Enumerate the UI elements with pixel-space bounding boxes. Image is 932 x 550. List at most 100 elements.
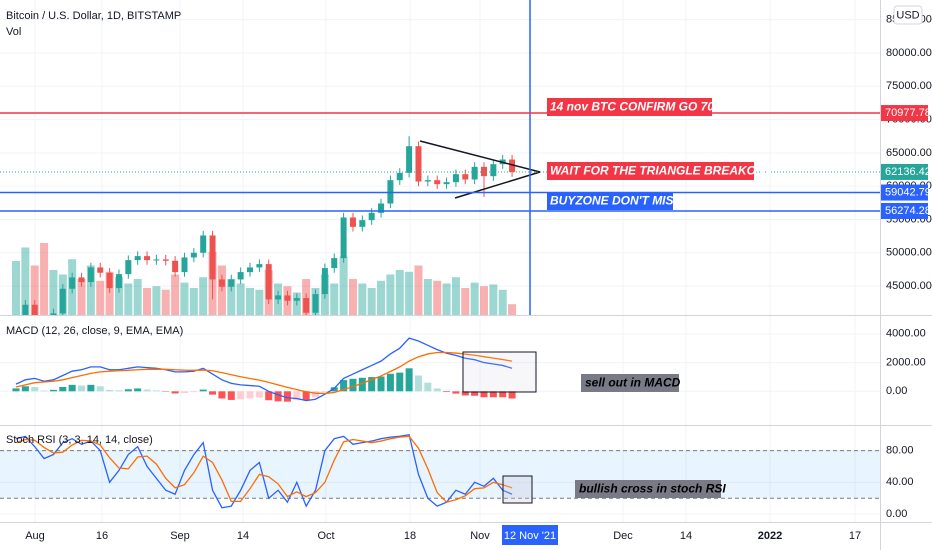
- candle-body: [13, 319, 19, 322]
- volume-bar: [49, 270, 58, 315]
- macd-histogram-bar: [358, 377, 366, 392]
- x-tick-label: 14: [680, 530, 692, 542]
- volume-bar: [171, 274, 180, 315]
- macd-histogram-bar: [377, 376, 385, 392]
- macd-histogram-bar: [321, 391, 329, 393]
- volume-bar: [451, 277, 460, 315]
- volume-bar: [189, 288, 198, 315]
- annotation-box: [547, 98, 712, 116]
- candle-body: [209, 235, 216, 280]
- annotation-box: [547, 162, 754, 180]
- x-tick-label: Nov: [470, 530, 490, 542]
- stoch-box: [502, 475, 533, 504]
- candle-body: [443, 182, 450, 185]
- volume-bar: [498, 289, 507, 315]
- macd-histogram-bar: [209, 391, 217, 395]
- volume-bar: [227, 279, 236, 315]
- candle-body: [424, 180, 431, 182]
- macd-histogram-bar: [96, 386, 104, 392]
- macd-histogram-bar: [21, 386, 29, 392]
- y-tick-label: 4000.00: [886, 328, 926, 340]
- x-tick-label: 14: [237, 530, 249, 542]
- symbol-title: Bitcoin / U.S. Dollar, 1D, BITSTAMP: [6, 10, 181, 22]
- volume-bar: [358, 283, 367, 315]
- macd-histogram-bar: [452, 391, 460, 394]
- candle-body: [368, 212, 375, 221]
- candle-body: [144, 256, 151, 261]
- macd-histogram-bar: [218, 391, 226, 399]
- volume-bar: [236, 283, 245, 315]
- y-tick-label: 75000.00: [886, 80, 932, 92]
- candle-body: [415, 146, 422, 182]
- candle-body: [256, 264, 263, 268]
- level-marker: [881, 184, 928, 201]
- macd-histogram-bar: [302, 391, 310, 401]
- candle-body: [237, 272, 244, 280]
- macd-histogram-bar: [115, 390, 123, 392]
- macd-histogram-bar: [340, 380, 348, 392]
- volume-bar: [143, 288, 152, 315]
- volume-bar: [152, 286, 161, 315]
- x-tick-label: 16: [96, 530, 108, 542]
- candle-body: [396, 172, 403, 181]
- x-tick-label: Aug: [25, 530, 45, 542]
- annotation-text: BUYZONE DON'T MISS: [550, 194, 682, 208]
- macd-histogram-bar: [40, 390, 48, 392]
- volume-bar: [423, 279, 432, 315]
- currency[interactable]: USD: [896, 9, 919, 21]
- candle-body: [50, 313, 57, 315]
- macd-histogram-bar: [255, 391, 263, 398]
- candle-body: [359, 220, 366, 227]
- macd-histogram-bar: [49, 389, 57, 392]
- volume-bar: [124, 283, 133, 315]
- macd-line: [15, 351, 513, 395]
- macd-pane: [12, 337, 516, 402]
- y-tick-label: 65000.00: [886, 147, 932, 159]
- volume-bar: [442, 283, 451, 315]
- macd-histogram-bar: [471, 391, 479, 396]
- macd-histogram-bar: [12, 388, 20, 392]
- triangle-lower: [454, 171, 541, 199]
- macd-histogram-bar: [227, 391, 235, 400]
- y-tick-label: 45000.00: [886, 280, 932, 292]
- stoch-line: [15, 433, 513, 509]
- x-tick-label: 18: [404, 530, 416, 542]
- macd-histogram-bar: [78, 385, 86, 392]
- volume-bar: [405, 271, 414, 315]
- candle-body: [452, 174, 459, 183]
- macd-histogram-bar: [180, 391, 188, 394]
- annotation-box: [547, 192, 673, 210]
- macd-histogram-bar: [68, 384, 76, 392]
- macd-histogram-bar: [199, 389, 207, 392]
- macd-histogram-bar: [274, 391, 282, 402]
- x-tick-label: 17: [849, 530, 861, 542]
- volume-bar: [199, 277, 208, 315]
- x-tick-label: Dec: [613, 530, 633, 542]
- macd-histogram-bar: [414, 375, 422, 392]
- time-cursor-box: [502, 525, 558, 545]
- currency-box[interactable]: [893, 5, 923, 25]
- volume-bar: [377, 280, 386, 315]
- level-label: 56274.28: [885, 205, 931, 217]
- candle-body: [481, 166, 487, 177]
- candle-body: [59, 288, 66, 314]
- time-cursor-label: 12 Nov '21: [504, 530, 556, 542]
- candle-body: [265, 264, 272, 300]
- macd-histogram-bar: [461, 391, 469, 396]
- drawings: [419, 0, 541, 504]
- macd-histogram-bar: [59, 386, 67, 392]
- grid: [0, 0, 880, 522]
- macd-histogram-bar: [499, 391, 507, 398]
- macd-histogram-bar: [386, 373, 394, 392]
- macd-histogram-bar: [237, 391, 245, 400]
- volume-bar: [386, 274, 395, 315]
- y-tick-label: 80.00: [886, 445, 914, 457]
- macd-histogram-bar: [396, 372, 404, 392]
- last-price-marker: [881, 163, 928, 180]
- y-tick-label: 80000.00: [886, 47, 932, 59]
- macd-histogram-bar: [293, 391, 301, 401]
- x-tick-label: Oct: [317, 530, 334, 542]
- volume-bar: [461, 288, 470, 315]
- macd-histogram-bar: [152, 390, 160, 392]
- volume-bar: [161, 289, 170, 315]
